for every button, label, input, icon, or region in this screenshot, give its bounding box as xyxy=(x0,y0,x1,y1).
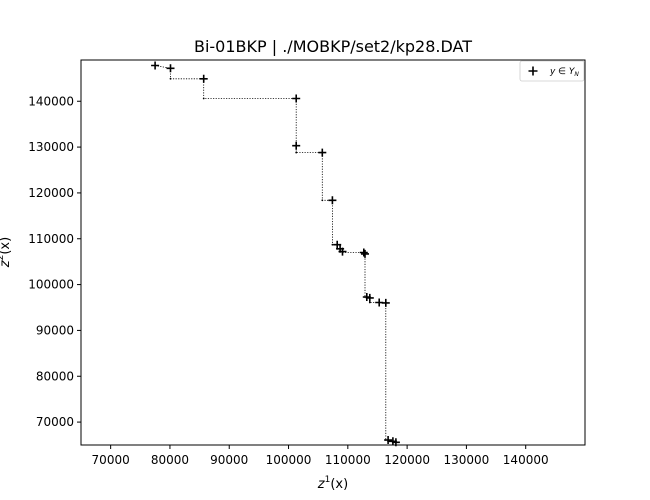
y-tick-label: 110000 xyxy=(28,232,74,246)
y-axis-label-base: z xyxy=(0,259,13,268)
y-axis-ticks: 70000 80000 90000 100000 110000 120000 130000 1… xyxy=(28,94,81,429)
y-tick-label: 120000 xyxy=(28,186,74,200)
data-point xyxy=(166,64,175,73)
data-point xyxy=(381,298,390,307)
y-tick-label: 130000 xyxy=(28,140,74,154)
y-tick-label: 140000 xyxy=(28,94,74,108)
data-point xyxy=(338,247,347,256)
staircase-vertex xyxy=(368,301,371,304)
data-point xyxy=(384,436,393,444)
legend-label-sub: N xyxy=(574,71,579,78)
x-tick-label: 130000 xyxy=(444,453,490,467)
x-axis-label: z1(x) xyxy=(317,475,348,492)
staircase-vertex xyxy=(321,199,324,202)
y-tick-label: 90000 xyxy=(36,323,74,337)
staircase-line xyxy=(155,65,396,443)
staircase-vertex xyxy=(202,97,205,100)
staircase-vertex xyxy=(169,77,172,80)
y-axis-label: z2(x) xyxy=(0,237,13,268)
y-axis-label-sup: 2 xyxy=(0,255,6,261)
y-axis-label-tail: (x) xyxy=(0,237,13,255)
x-axis-ticks: 70000 80000 90000 100000 110000 120000 130000 1… xyxy=(92,445,549,467)
data-point xyxy=(333,240,342,249)
y-tick-label: 100000 xyxy=(28,278,74,292)
y-tick-label: 80000 xyxy=(36,369,74,383)
y-tick-label: 70000 xyxy=(36,415,74,429)
data-point xyxy=(151,61,160,70)
legend-label: y ∈ YN xyxy=(549,67,579,78)
staircase-vertex xyxy=(331,243,334,246)
data-point xyxy=(359,248,368,257)
data-point xyxy=(292,94,301,103)
x-tick-label: 120000 xyxy=(384,453,430,467)
chart-title: Bi-01BKP | ./MOBKP/set2/kp28.DAT xyxy=(194,37,472,56)
legend-box xyxy=(519,60,585,82)
legend-label-main: y ∈ Y xyxy=(549,67,576,77)
data-point xyxy=(318,148,327,157)
points-layer xyxy=(151,61,400,447)
data-point xyxy=(365,293,374,302)
x-axis-label-sup: 1 xyxy=(325,475,331,485)
x-axis-label-tail: (x) xyxy=(330,477,348,492)
x-tick-label: 80000 xyxy=(151,453,189,467)
x-tick-label: 100000 xyxy=(266,453,312,467)
x-tick-label: 140000 xyxy=(503,453,549,467)
x-tick-label: 110000 xyxy=(325,453,371,467)
x-axis-label-base: z xyxy=(317,477,326,492)
data-point xyxy=(361,249,369,258)
data-point xyxy=(199,74,208,83)
data-point xyxy=(292,141,301,150)
data-point xyxy=(328,196,337,205)
staircase-layer xyxy=(154,64,397,444)
legend-marker xyxy=(528,66,538,76)
plot-frame xyxy=(80,59,586,446)
staircase-vertex xyxy=(295,151,298,154)
legend: y ∈ YN xyxy=(519,60,585,82)
x-tick-label: 70000 xyxy=(92,453,130,467)
x-tick-label: 90000 xyxy=(210,453,248,467)
